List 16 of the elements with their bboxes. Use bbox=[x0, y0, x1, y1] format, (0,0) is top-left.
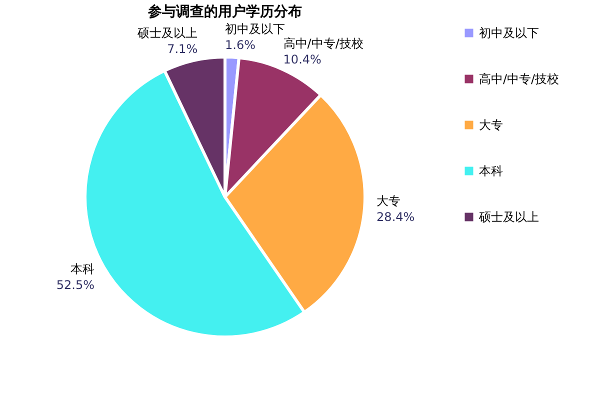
slice-label: 高中/中专/技校 bbox=[283, 36, 364, 50]
data-label: 52.5% bbox=[56, 278, 95, 292]
legend-label: 高中/中专/技校 bbox=[479, 72, 560, 86]
data-label: 7.1% bbox=[167, 42, 198, 56]
legend-label: 硕士及以上 bbox=[478, 210, 539, 224]
slice-label: 硕士及以上 bbox=[136, 26, 198, 40]
legend-label: 本科 bbox=[479, 164, 503, 178]
data-label: 28.4% bbox=[376, 210, 415, 224]
slice-label: 本科 bbox=[70, 262, 95, 276]
data-label: 10.4% bbox=[283, 52, 322, 66]
legend-label: 大专 bbox=[479, 118, 503, 132]
slice-label: 大专 bbox=[376, 194, 401, 208]
legend-label: 初中及以下 bbox=[479, 26, 539, 40]
data-label: 1.6% bbox=[225, 38, 256, 52]
chart-title: 参与调查的用户学历分布 bbox=[147, 3, 302, 20]
slice-label: 初中及以下 bbox=[225, 22, 286, 36]
